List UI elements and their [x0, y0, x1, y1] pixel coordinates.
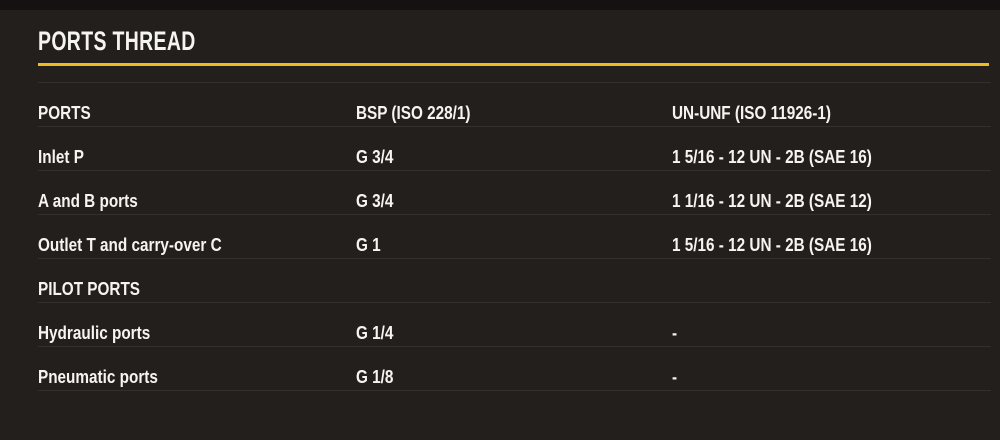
bsp-value-text: G 1 — [356, 235, 381, 255]
ports-spec-table: PORTS BSP (ISO 228/1) UN-UNF (ISO 11926-… — [38, 82, 991, 391]
table-row-pneumatic-ports: Pneumatic ports G 1/8 - — [38, 347, 991, 391]
cell-un-unf-value: 1 1/16 - 12 UN - 2B (SAE 12) — [672, 191, 991, 212]
cell-section-title: PILOT PORTS — [38, 279, 356, 300]
port-name-text: Inlet P — [38, 147, 84, 167]
cell-bsp-value — [356, 279, 672, 300]
bsp-value-text: G 3/4 — [356, 147, 394, 167]
table-row-a-and-b-ports: A and B ports G 3/4 1 1/16 - 12 UN - 2B … — [38, 171, 991, 215]
cell-bsp-value: G 3/4 — [356, 191, 672, 212]
table-row-hydraulic-ports: Hydraulic ports G 1/4 - — [38, 303, 991, 347]
bsp-value-text: G 1/4 — [356, 323, 394, 343]
table-section-row-pilot-ports: PILOT PORTS — [38, 259, 991, 303]
accent-underline — [38, 63, 989, 66]
un-unf-value-text: - — [672, 323, 678, 343]
port-name-text: Pneumatic ports — [38, 367, 158, 387]
cell-port-name: Outlet T and carry-over C — [38, 235, 356, 256]
column-header-un-unf-text: UN-UNF (ISO 11926-1) — [672, 103, 832, 123]
column-header-bsp: BSP (ISO 228/1) — [356, 103, 672, 124]
cell-port-name: Hydraulic ports — [38, 323, 356, 344]
section-row-text: PILOT PORTS — [38, 279, 141, 299]
cell-un-unf-value: - — [672, 367, 991, 388]
cell-un-unf-value: 1 5/16 - 12 UN - 2B (SAE 16) — [672, 235, 991, 256]
cell-port-name: Inlet P — [38, 147, 356, 168]
un-unf-value-text: - — [672, 367, 678, 387]
cell-un-unf-value: - — [672, 323, 991, 344]
cell-un-unf-value: 1 5/16 - 12 UN - 2B (SAE 16) — [672, 147, 991, 168]
cell-bsp-value: G 1/8 — [356, 367, 672, 388]
column-header-bsp-text: BSP (ISO 228/1) — [356, 103, 471, 123]
port-name-text: A and B ports — [38, 191, 138, 211]
port-name-text: Outlet T and carry-over C — [38, 235, 222, 255]
un-unf-value-text: 1 1/16 - 12 UN - 2B (SAE 12) — [672, 191, 872, 211]
section-title: PORTS THREAD — [38, 25, 991, 57]
top-bar — [0, 0, 1000, 10]
un-unf-value-text: 1 5/16 - 12 UN - 2B (SAE 16) — [672, 147, 872, 167]
bsp-value-text: G 1/8 — [356, 367, 394, 387]
table-row-inlet-p: Inlet P G 3/4 1 5/16 - 12 UN - 2B (SAE 1… — [38, 127, 991, 171]
column-header-ports-text: PORTS — [38, 103, 91, 123]
port-name-text: Hydraulic ports — [38, 323, 151, 343]
cell-port-name: Pneumatic ports — [38, 367, 356, 388]
cell-un-unf-value — [672, 279, 991, 300]
column-header-un-unf: UN-UNF (ISO 11926-1) — [672, 103, 991, 124]
cell-bsp-value: G 1 — [356, 235, 672, 256]
section-title-text: PORTS THREAD — [38, 26, 196, 56]
table-row-outlet-t: Outlet T and carry-over C G 1 1 5/16 - 1… — [38, 215, 991, 259]
cell-port-name: A and B ports — [38, 191, 356, 212]
table-header-row: PORTS BSP (ISO 228/1) UN-UNF (ISO 11926-… — [38, 83, 991, 127]
column-header-ports: PORTS — [38, 103, 356, 124]
bsp-value-text: G 3/4 — [356, 191, 394, 211]
un-unf-value-text: 1 5/16 - 12 UN - 2B (SAE 16) — [672, 235, 872, 255]
ports-thread-section: PORTS THREAD PORTS BSP (ISO 228/1) UN-UN… — [0, 25, 1000, 391]
cell-bsp-value: G 3/4 — [356, 147, 672, 168]
cell-bsp-value: G 1/4 — [356, 323, 672, 344]
